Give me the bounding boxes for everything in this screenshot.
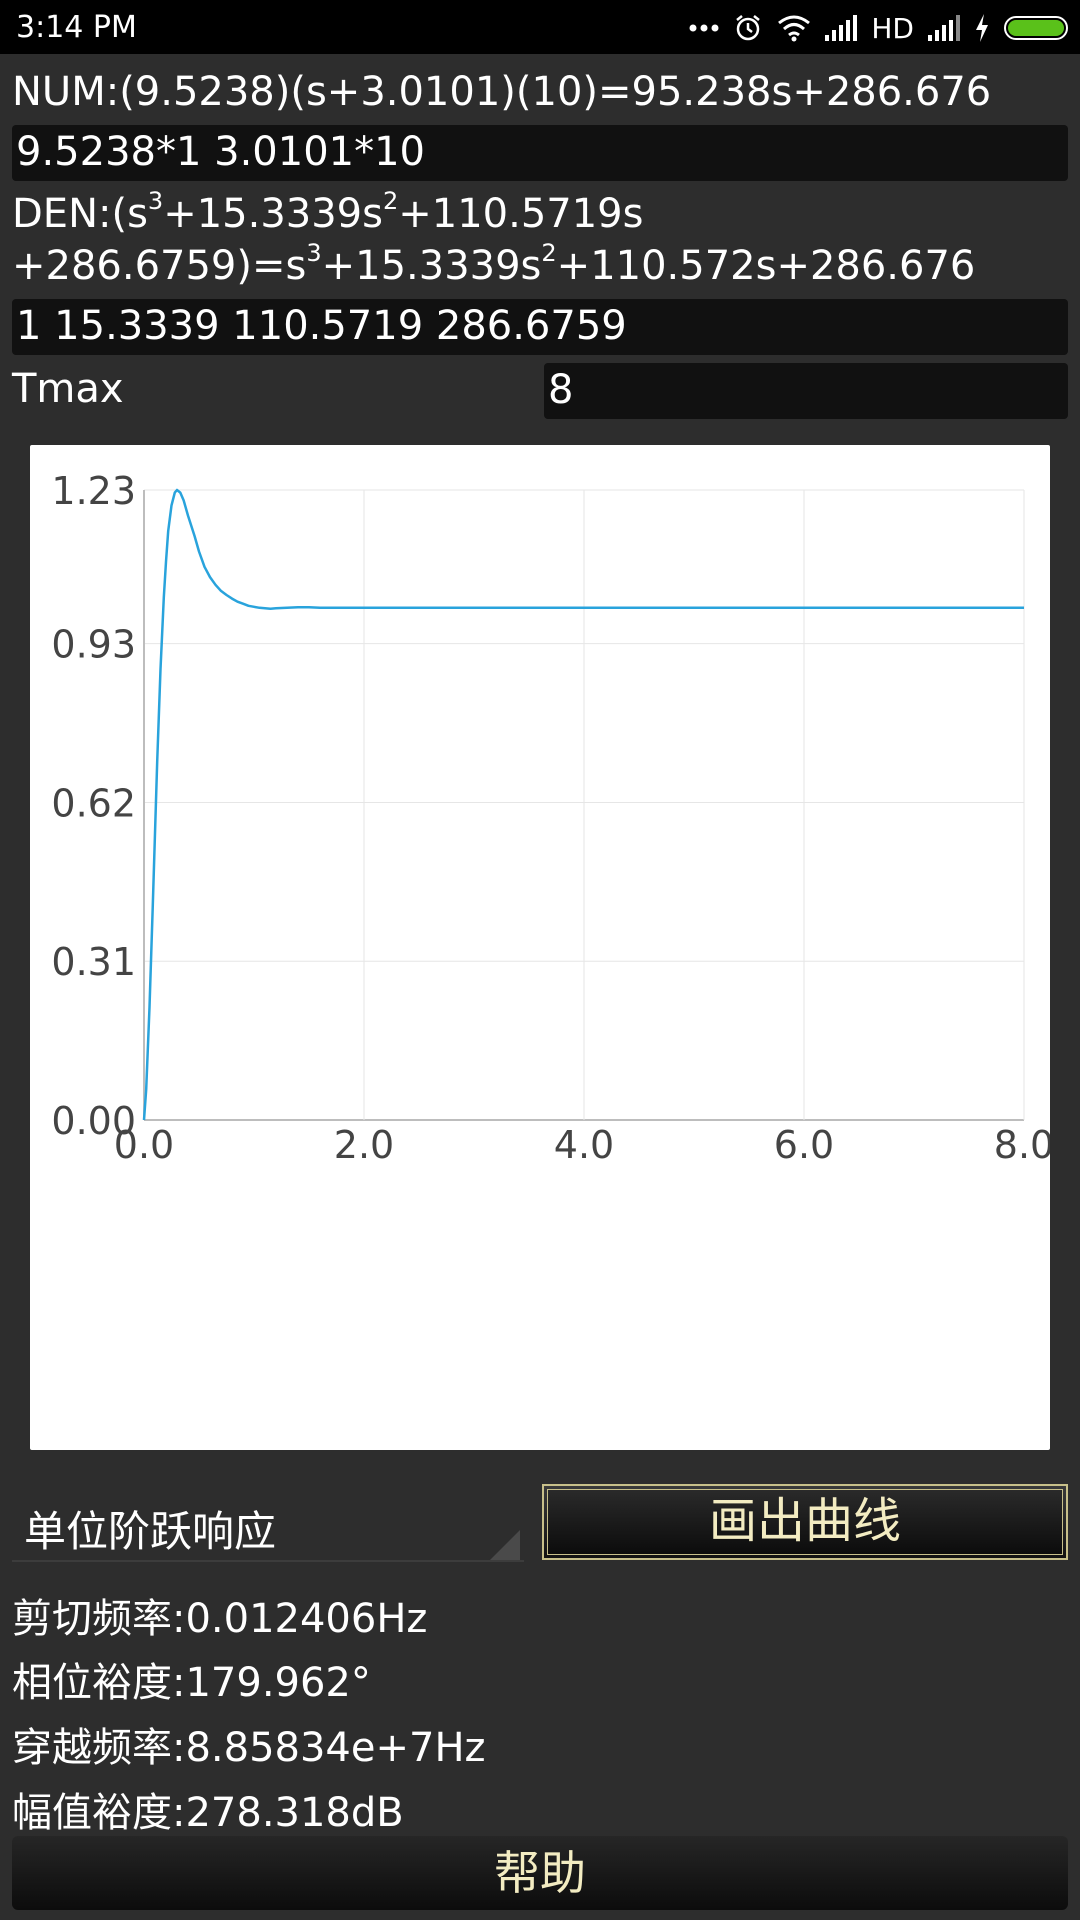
y-tick-label: 0.31	[51, 940, 136, 984]
y-tick-label: 0.93	[51, 623, 136, 667]
x-tick-label: 0.0	[114, 1123, 174, 1167]
help-button[interactable]: 帮助	[12, 1836, 1068, 1910]
x-tick-label: 4.0	[554, 1123, 614, 1167]
chart-svg: 0.00 0.31 0.62 0.93 1.23 0.0 2.0 4.0 6.0 8.0	[51, 469, 1054, 1167]
response-type-value: 单位阶跃响应	[24, 1507, 277, 1556]
status-time: 3:14 PM	[16, 10, 137, 45]
crossover-frequency-text: 穿越频率:8.85834e+7Hz	[12, 1725, 486, 1771]
tmax-input[interactable]: 8	[544, 363, 1068, 419]
y-tick-label: 1.23	[51, 469, 136, 513]
charging-icon	[976, 14, 988, 42]
response-type-dropdown[interactable]: 单位阶跃响应	[12, 1486, 524, 1562]
x-tick-label: 2.0	[334, 1123, 394, 1167]
cutoff-frequency-text: 剪切频率:0.012406Hz	[12, 1596, 428, 1642]
status-bar: 3:14 PM HD	[0, 0, 1080, 54]
x-tick-label: 8.0	[994, 1123, 1050, 1167]
more-dots-icon	[689, 24, 719, 32]
network-type-label: HD	[871, 11, 914, 45]
den-formula-line1: DEN:(s3+15.3339s2+110.5719s	[12, 187, 644, 237]
y-tick-label: 0.00	[51, 1099, 136, 1143]
x-tick-label: 6.0	[774, 1123, 834, 1167]
phase-margin-text: 相位裕度:179.962°	[12, 1660, 371, 1706]
signal-icon	[825, 15, 858, 41]
step-response-line	[142, 488, 1024, 1121]
gain-margin-text: 幅值裕度:278.318dB	[12, 1790, 404, 1836]
status-icons: HD	[689, 8, 1068, 48]
signal-icon	[928, 15, 960, 41]
dropdown-arrow-icon	[490, 1530, 520, 1560]
den-formula-line2: +286.6759)=s3+15.3339s2+110.572s+286.676	[12, 239, 976, 289]
step-response-chart: 0.00 0.31 0.62 0.93 1.23 0.0 2.0 4.0 6.0 8.0	[30, 445, 1054, 1450]
wifi-icon	[778, 15, 811, 42]
battery-icon	[1004, 16, 1068, 40]
num-coefficients-input[interactable]: 9.5238*1 3.0101*10	[12, 125, 1068, 181]
den-coefficients-input[interactable]: 1 15.3339 110.5719 286.6759	[12, 299, 1068, 355]
num-formula: NUM:(9.5238)(s+3.0101)(10)=95.238s+286.6…	[12, 69, 992, 115]
y-tick-label: 0.62	[51, 781, 136, 825]
alarm-icon	[736, 15, 761, 41]
draw-curve-button[interactable]: 画出曲线	[542, 1484, 1068, 1560]
tmax-label: Tmax	[12, 366, 124, 412]
draw-curve-label: 画出曲线	[547, 1489, 1063, 1555]
